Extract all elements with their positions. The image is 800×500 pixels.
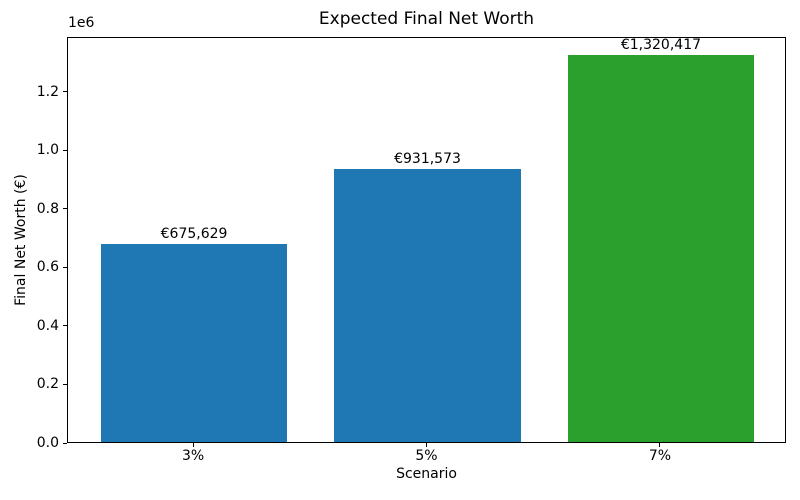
x-axis-tick [426, 443, 427, 447]
x-axis-label: Scenario [396, 466, 457, 482]
y-axis-tick [63, 442, 67, 444]
y-axis-tick [63, 266, 67, 268]
bar-7% [567, 55, 755, 442]
y-axis-tick [63, 91, 67, 93]
x-axis-tick [659, 443, 661, 447]
y-axis-tick-label: 0.2 [36, 376, 59, 393]
y-axis-tick [63, 325, 67, 327]
y-axis-tick [63, 208, 67, 210]
x-axis-tick [192, 443, 194, 447]
y-axis-tick-label: 1.0 [36, 142, 59, 159]
bar-3% [100, 244, 288, 442]
bar-value-label: €931,573 [394, 151, 461, 168]
bar-value-label: €1,320,417 [620, 37, 702, 54]
y-axis-offset-label: 1e6 [68, 15, 95, 31]
x-axis-tick-label: 3% [181, 448, 205, 464]
y-axis-tick-label: 1.2 [36, 83, 59, 100]
y-axis-tick-label: 0.6 [36, 259, 59, 276]
bar-5% [334, 169, 521, 442]
x-axis-tick-label: 7% [648, 448, 672, 464]
bar-value-label: €675,629 [160, 226, 228, 243]
y-axis-tick-label: 0.4 [36, 317, 59, 334]
y-axis-label: Final Net Worth (€) [13, 174, 29, 306]
y-axis-tick [63, 383, 67, 385]
y-axis-tick-label: 0.0 [36, 435, 59, 451]
chart-title: Expected Final Net Worth [318, 9, 535, 29]
plot-area: €675,629 €931,573 €1,320,417 [67, 37, 786, 443]
y-axis-tick [63, 149, 67, 151]
x-axis-tick-label: 5% [415, 448, 438, 464]
y-axis-tick-label: 0.8 [36, 200, 59, 217]
